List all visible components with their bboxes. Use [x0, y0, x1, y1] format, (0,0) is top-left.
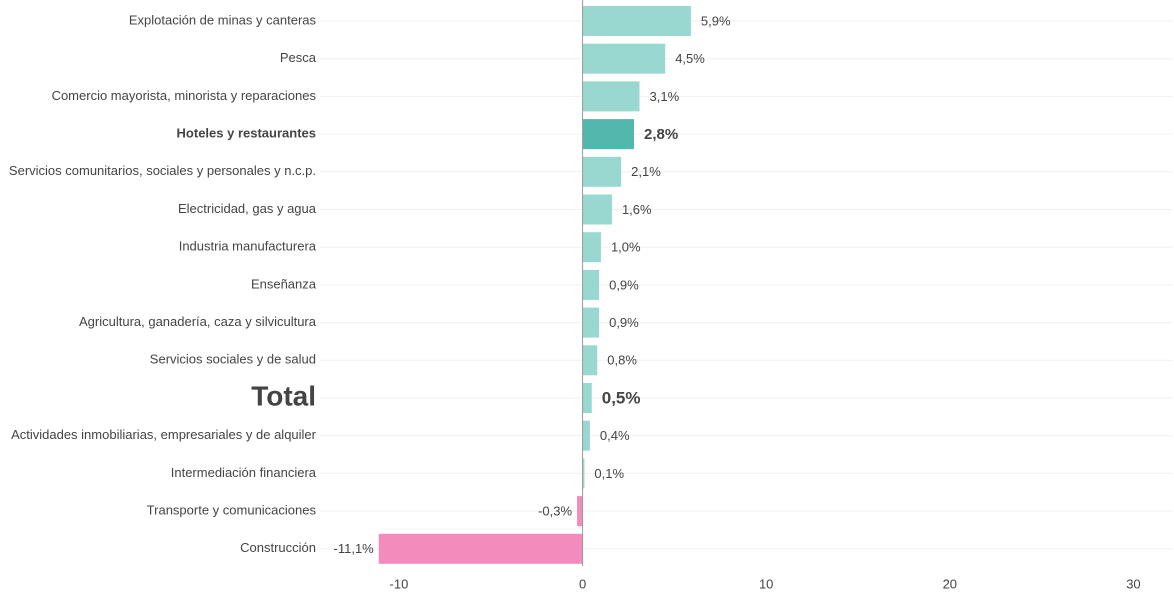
value-label: -0,3%	[538, 504, 572, 519]
bar	[582, 6, 691, 36]
bar	[582, 307, 600, 338]
bar	[577, 496, 583, 527]
value-label: 0,1%	[594, 466, 624, 481]
category-label: Servicios sociales y de salud	[150, 352, 316, 367]
category-label: Actividades inmobiliarias, empresariales…	[11, 427, 317, 442]
x-tick-label: 10	[759, 576, 773, 591]
bar	[582, 232, 601, 263]
value-label: 2,1%	[631, 164, 661, 179]
value-label: 0,9%	[609, 277, 639, 292]
bar	[582, 156, 622, 187]
category-label: Pesca	[280, 50, 317, 65]
bar	[582, 194, 612, 225]
value-label: 1,0%	[611, 240, 641, 255]
bar	[582, 383, 592, 413]
x-tick-label: -10	[390, 576, 409, 591]
category-label: Hoteles y restaurantes	[177, 126, 316, 141]
category-label: Electricidad, gas y agua	[178, 201, 317, 216]
value-label: 2,8%	[644, 126, 678, 143]
x-tick-label: 30	[1126, 576, 1140, 591]
value-label: 3,1%	[650, 89, 680, 104]
category-label: Explotación de minas y canteras	[129, 12, 317, 27]
category-label: Intermediación financiera	[171, 465, 317, 480]
bar	[582, 458, 585, 489]
value-label: 5,9%	[701, 13, 731, 28]
category-label: Enseñanza	[251, 276, 317, 291]
bar	[378, 533, 583, 564]
x-tick-label: 0	[579, 576, 586, 591]
value-label: 1,6%	[622, 202, 652, 217]
bar	[582, 345, 598, 376]
category-label: Agricultura, ganadería, caza y silvicult…	[79, 314, 317, 329]
bar	[582, 269, 600, 300]
bar	[582, 43, 666, 74]
x-tick-label: 20	[943, 576, 957, 591]
value-label: 0,8%	[607, 353, 637, 368]
category-label: Comercio mayorista, minorista y reparaci…	[52, 88, 317, 103]
value-label: 0,4%	[600, 428, 630, 443]
value-label: 0,9%	[609, 315, 639, 330]
value-label: 4,5%	[675, 51, 705, 66]
value-label: -11,1%	[334, 541, 375, 556]
category-label: Total	[251, 380, 316, 411]
category-label: Servicios comunitarios, sociales y perso…	[9, 163, 316, 178]
bar	[582, 81, 640, 112]
category-label: Industria manufacturera	[179, 239, 317, 254]
bar	[582, 420, 590, 451]
value-label: 0,5%	[602, 388, 641, 407]
bar	[582, 119, 634, 150]
category-label: Transporte y comunicaciones	[147, 503, 317, 518]
category-label: Construcción	[240, 540, 316, 555]
